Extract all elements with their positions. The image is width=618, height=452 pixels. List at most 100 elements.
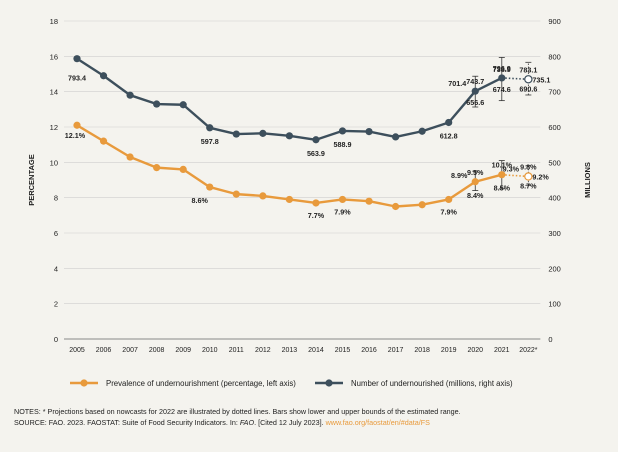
data-point bbox=[73, 55, 81, 63]
x-tick-label: 2012 bbox=[255, 347, 271, 354]
data-label: 9.3% bbox=[503, 165, 520, 174]
x-tick-label: 2019 bbox=[441, 347, 457, 354]
data-point bbox=[179, 101, 187, 109]
data-label: 743.7 bbox=[466, 77, 484, 86]
data-point bbox=[524, 75, 533, 84]
x-tick-label: 2007 bbox=[122, 347, 138, 354]
source-prefix: SOURCE: FAO. 2023. FAOSTAT: Suite of Foo… bbox=[14, 418, 240, 427]
legend-swatch-marker bbox=[80, 379, 88, 387]
series-line bbox=[76, 57, 503, 141]
data-label: 7.9% bbox=[441, 207, 458, 216]
data-label: 7.7% bbox=[308, 211, 325, 220]
data-label: 9.8% bbox=[520, 162, 537, 171]
x-tick-label: 2018 bbox=[414, 347, 430, 354]
right-axis-label: MILLIONS bbox=[583, 162, 592, 198]
legend-swatch-marker bbox=[325, 379, 333, 387]
data-label: 8.5% bbox=[494, 184, 511, 193]
data-point bbox=[312, 199, 320, 207]
data-point bbox=[126, 91, 134, 99]
right-tick-label: 200 bbox=[548, 264, 561, 273]
right-tick-label: 900 bbox=[548, 17, 561, 26]
data-point bbox=[471, 87, 479, 95]
right-tick-label: 500 bbox=[548, 158, 561, 167]
left-tick-label: 6 bbox=[54, 229, 58, 238]
data-point bbox=[99, 72, 108, 80]
left-tick-label: 14 bbox=[50, 88, 58, 97]
left-axis-label: PERCENTAGE bbox=[27, 154, 36, 206]
data-point bbox=[471, 178, 479, 186]
data-point bbox=[73, 121, 81, 129]
x-tick-label: 2010 bbox=[202, 347, 218, 354]
data-point bbox=[338, 127, 347, 135]
right-tick-label: 800 bbox=[548, 52, 561, 61]
x-tick-label: 2016 bbox=[361, 347, 377, 354]
left-tick-label: 4 bbox=[54, 264, 58, 273]
legend-label: Prevalence of undernourishment (percenta… bbox=[106, 379, 296, 388]
data-label: 597.8 bbox=[201, 137, 219, 146]
x-tick-label: 2021 bbox=[494, 347, 510, 354]
legend-label: Number of undernourished (millions, righ… bbox=[351, 379, 513, 388]
right-tick-label: 700 bbox=[548, 88, 561, 97]
data-label: 9.5% bbox=[467, 168, 484, 177]
x-tick-label: 2015 bbox=[335, 347, 351, 354]
data-point bbox=[206, 183, 214, 191]
data-point bbox=[498, 171, 506, 179]
data-point bbox=[179, 165, 187, 173]
data-point bbox=[365, 127, 373, 136]
right-tick-label: 100 bbox=[548, 300, 561, 309]
x-tick-label: 2011 bbox=[229, 347, 244, 354]
data-point bbox=[99, 137, 108, 145]
left-tick-label: 2 bbox=[54, 300, 58, 309]
data-point bbox=[392, 202, 400, 211]
data-label: 738.9 bbox=[493, 65, 511, 74]
left-tick-label: 16 bbox=[50, 52, 58, 61]
data-label: 12.1% bbox=[65, 131, 86, 140]
data-label: 588.9 bbox=[334, 140, 352, 149]
data-label: 8.9% bbox=[451, 171, 468, 180]
source-mid: . [Cited 12 July 2023]. bbox=[254, 418, 326, 427]
data-label: 612.8 bbox=[440, 131, 458, 140]
data-point bbox=[392, 133, 400, 141]
data-label: 9.2% bbox=[532, 172, 549, 181]
right-tick-label: 300 bbox=[548, 229, 561, 238]
data-point bbox=[259, 129, 267, 137]
data-label: 8.4% bbox=[467, 191, 484, 200]
data-label: 690.6 bbox=[519, 84, 537, 93]
data-label: 563.9 bbox=[307, 149, 325, 158]
source-link[interactable]: www.fao.org/faostat/en/#data/FS bbox=[325, 418, 430, 427]
data-label: 8.6% bbox=[192, 196, 209, 205]
left-tick-label: 18 bbox=[50, 17, 58, 26]
data-point bbox=[259, 192, 267, 200]
source-fao: FAO bbox=[239, 418, 255, 427]
data-point bbox=[312, 136, 320, 144]
x-tick-label: 2008 bbox=[149, 347, 165, 354]
x-tick-label: 2020 bbox=[467, 347, 483, 354]
data-point bbox=[153, 100, 161, 108]
data-label: 8.7% bbox=[520, 181, 537, 190]
data-point bbox=[153, 164, 161, 172]
x-tick-label: 2017 bbox=[388, 347, 404, 354]
left-tick-label: 10 bbox=[50, 158, 58, 167]
data-label: 674.6 bbox=[493, 85, 511, 94]
x-tick-label: 2009 bbox=[175, 347, 191, 354]
data-point bbox=[445, 118, 453, 127]
right-tick-label: 400 bbox=[548, 194, 561, 203]
data-point bbox=[418, 127, 426, 135]
x-tick-label: 2005 bbox=[69, 347, 85, 354]
data-point bbox=[338, 195, 347, 204]
data-point bbox=[232, 190, 240, 198]
data-label: 783.1 bbox=[519, 65, 537, 74]
projection-line bbox=[501, 173, 529, 178]
data-label: 796.9 bbox=[493, 64, 511, 73]
left-tick-label: 12 bbox=[50, 123, 58, 132]
data-point bbox=[365, 197, 373, 205]
chart-notes: NOTES: * Projections based on nowcasts f… bbox=[14, 406, 614, 428]
right-tick-label: 0 bbox=[548, 335, 552, 344]
data-point bbox=[285, 132, 293, 140]
data-point bbox=[445, 195, 453, 204]
x-tick-label: 2013 bbox=[282, 347, 298, 354]
source-line: SOURCE: FAO. 2023. FAOSTAT: Suite of Foo… bbox=[14, 417, 614, 428]
data-point bbox=[498, 74, 506, 82]
data-point bbox=[126, 153, 134, 161]
